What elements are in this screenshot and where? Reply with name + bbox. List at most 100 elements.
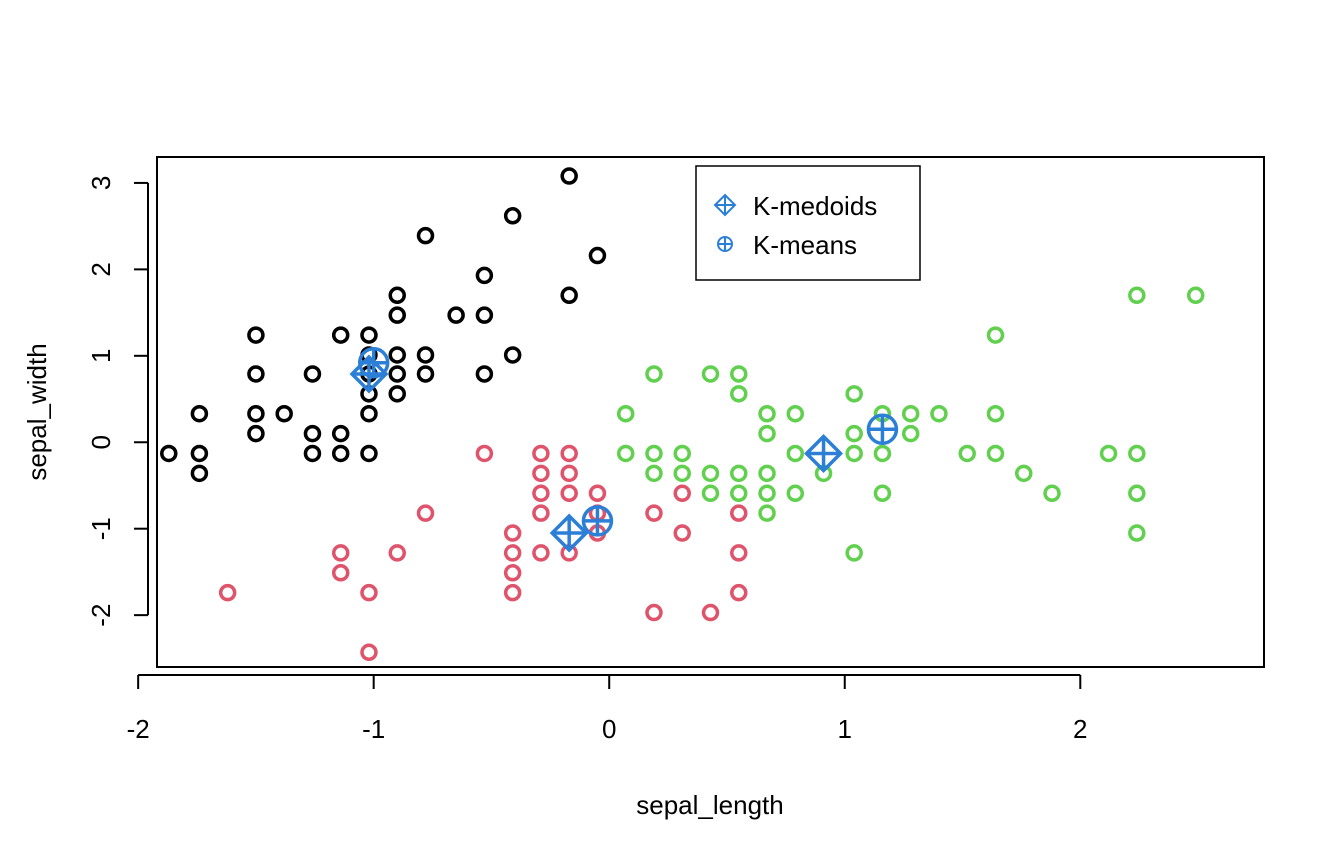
data-point bbox=[645, 444, 663, 463]
data-point bbox=[503, 583, 522, 602]
data-point bbox=[673, 524, 691, 542]
data-point bbox=[388, 286, 406, 305]
data-point bbox=[360, 404, 378, 423]
y-tick-label: -2 bbox=[86, 604, 116, 627]
y-axis: -2 -1 0 1 2 3 bbox=[86, 176, 149, 627]
data-point bbox=[730, 464, 748, 483]
kmeans-center-icon bbox=[581, 505, 614, 537]
x-tick-label: -1 bbox=[362, 714, 385, 744]
data-point bbox=[416, 226, 435, 245]
data-point bbox=[331, 544, 350, 562]
kmedoids-center-icon bbox=[804, 434, 844, 473]
data-point bbox=[303, 365, 322, 383]
legend-marker-kmedoids-icon bbox=[713, 193, 737, 217]
data-point bbox=[247, 365, 265, 383]
data-point bbox=[360, 583, 378, 602]
data-point bbox=[190, 444, 209, 463]
data-point bbox=[1128, 444, 1146, 463]
data-point bbox=[758, 504, 776, 522]
data-point bbox=[247, 326, 265, 344]
data-point bbox=[360, 326, 378, 344]
data-point bbox=[701, 464, 720, 483]
data-point bbox=[247, 424, 265, 443]
data-point bbox=[331, 564, 350, 582]
data-point bbox=[247, 404, 265, 423]
data-point bbox=[388, 365, 406, 383]
data-point bbox=[588, 484, 607, 503]
data-point bbox=[730, 583, 748, 602]
data-point bbox=[588, 246, 607, 265]
data-point bbox=[503, 544, 522, 562]
data-point bbox=[758, 424, 776, 443]
data-points bbox=[160, 167, 1205, 662]
data-point bbox=[360, 643, 378, 662]
data-point bbox=[331, 424, 350, 443]
data-point bbox=[730, 504, 748, 522]
data-point bbox=[532, 464, 550, 483]
plot-frame bbox=[156, 156, 1265, 668]
data-point bbox=[1043, 484, 1061, 503]
data-point bbox=[560, 286, 578, 305]
data-point bbox=[758, 484, 776, 503]
data-point bbox=[475, 365, 494, 383]
data-point bbox=[730, 385, 748, 403]
data-point bbox=[331, 444, 350, 463]
data-point bbox=[1186, 286, 1205, 305]
data-point bbox=[616, 404, 635, 423]
data-point bbox=[160, 444, 178, 463]
data-point bbox=[786, 404, 805, 423]
legend-diamond-plus-icon bbox=[713, 193, 737, 217]
data-point bbox=[275, 404, 293, 423]
data-point bbox=[503, 564, 522, 582]
data-point bbox=[986, 404, 1005, 423]
data-point bbox=[701, 603, 720, 622]
data-point bbox=[1128, 484, 1146, 503]
y-axis-label: sepal_width bbox=[22, 343, 52, 480]
data-point bbox=[758, 404, 776, 423]
legend-box bbox=[695, 165, 921, 281]
data-point bbox=[786, 444, 805, 463]
data-point bbox=[475, 444, 494, 463]
data-point bbox=[930, 404, 948, 423]
data-point bbox=[986, 326, 1005, 344]
data-point bbox=[475, 266, 494, 285]
data-point bbox=[758, 464, 776, 483]
data-point bbox=[845, 544, 863, 562]
data-point bbox=[845, 444, 863, 463]
data-point bbox=[645, 464, 663, 483]
x-tick-label: 0 bbox=[602, 714, 616, 744]
legend-label-kmedoids: K-medoids bbox=[753, 191, 877, 221]
data-point bbox=[701, 365, 720, 383]
data-point bbox=[901, 404, 920, 423]
data-point bbox=[730, 484, 748, 503]
legend-circle-plus-icon bbox=[717, 236, 733, 252]
data-point bbox=[190, 404, 209, 423]
y-tick-label: 1 bbox=[86, 349, 116, 363]
data-point bbox=[532, 484, 550, 503]
data-point bbox=[190, 464, 209, 483]
data-point bbox=[560, 167, 578, 185]
data-point bbox=[416, 346, 435, 364]
data-point bbox=[503, 524, 522, 542]
x-tick-label: 1 bbox=[838, 714, 852, 744]
data-point bbox=[645, 603, 663, 622]
x-tick-label: -2 bbox=[127, 714, 150, 744]
data-point bbox=[730, 365, 748, 383]
data-point bbox=[447, 306, 465, 324]
data-point bbox=[901, 424, 920, 443]
centroids bbox=[349, 346, 899, 553]
y-tick-label: -1 bbox=[86, 517, 116, 540]
data-point bbox=[360, 444, 378, 463]
kmeans-center-icon bbox=[866, 413, 899, 446]
data-point bbox=[673, 464, 691, 483]
data-point bbox=[673, 444, 691, 463]
data-point bbox=[845, 385, 863, 403]
data-point bbox=[560, 464, 578, 483]
y-tick-label: 2 bbox=[86, 262, 116, 276]
legend: K-medoids K-means bbox=[695, 165, 921, 281]
data-point bbox=[645, 365, 663, 383]
data-point bbox=[873, 444, 892, 463]
data-point bbox=[560, 484, 578, 503]
data-point bbox=[616, 444, 635, 463]
kmedoids-center-icon bbox=[549, 513, 589, 553]
